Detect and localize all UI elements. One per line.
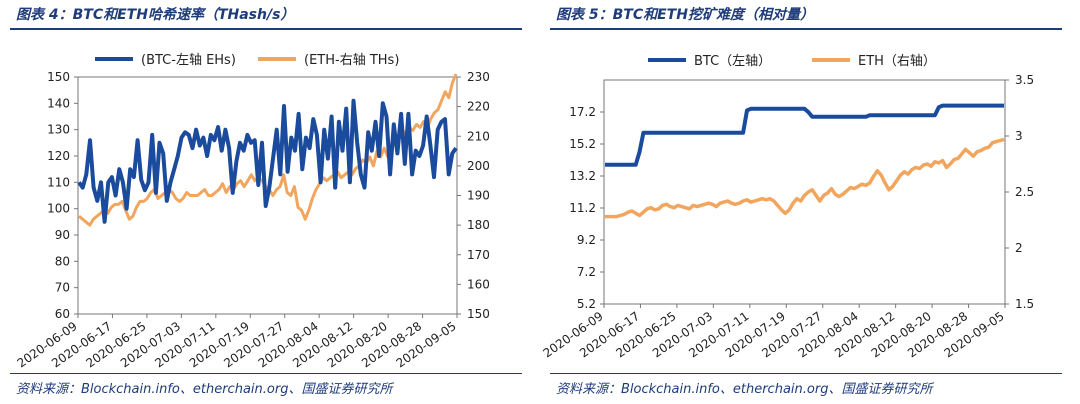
- left-tick-label: 100: [47, 202, 70, 216]
- right-tick-label: 2.5: [1015, 185, 1034, 199]
- right-tick-label: 3.5: [1015, 73, 1034, 87]
- right-tick-label: 3: [1015, 129, 1023, 143]
- plot-frame: [603, 79, 1006, 305]
- left-tick-label: 120: [47, 149, 70, 163]
- left-tick-label: 7.2: [577, 265, 596, 279]
- source-divider: [550, 373, 1062, 374]
- hashrate-chart-panel: 图表 4：BTC和ETH哈希速率（THash/s） 60 70 80 90 100 110…: [10, 7, 522, 397]
- right-tick-label: 160: [467, 277, 490, 291]
- legend-label: (BTC-左轴 EHs): [141, 53, 236, 68]
- left-tick-label: 13.2: [569, 169, 596, 183]
- right-tick-label: 150: [467, 307, 490, 321]
- legend-label: BTC（左轴）: [694, 54, 771, 69]
- left-tick-label: 70: [55, 281, 70, 295]
- source-divider: [10, 373, 522, 374]
- right-tick-label: 170: [467, 248, 490, 262]
- series-line: [605, 137, 1005, 219]
- right-tick-label: 200: [467, 159, 490, 173]
- title-divider: [10, 28, 522, 30]
- series-line: [77, 98, 458, 224]
- left-tick-label: 110: [47, 175, 70, 189]
- series-line: [605, 103, 1004, 167]
- left-tick-label: 140: [47, 96, 70, 110]
- left-tick-label: 9.2: [577, 233, 596, 247]
- chart-title: 图表 4：BTC和ETH哈希速率（THash/s）: [16, 7, 295, 23]
- chart-source: 资料来源：Blockchain.info、etherchain.org、国盛证券…: [556, 382, 933, 397]
- left-tick-label: 90: [55, 228, 70, 242]
- left-tick-label: 5.2: [577, 297, 596, 311]
- right-tick-label: 2: [1015, 241, 1023, 255]
- right-tick-label: 220: [467, 100, 490, 114]
- right-tick-label: 180: [467, 218, 490, 232]
- chart-source: 资料来源：Blockchain.info、etherchain.org、国盛证券…: [16, 382, 393, 397]
- chart-title: 图表 5：BTC和ETH挖矿难度（相对量）: [556, 7, 814, 23]
- difficulty-chart-svg: 5.27.29.211.213.215.217.21.522.533.52020…: [541, 54, 1035, 360]
- left-tick-label: 150: [47, 70, 70, 84]
- right-tick-label: 1.5: [1015, 297, 1034, 311]
- right-tick-label: 210: [467, 129, 490, 143]
- left-tick-label: 80: [55, 254, 70, 268]
- right-tick-label: 190: [467, 189, 490, 203]
- left-tick-label: 60: [55, 307, 70, 321]
- difficulty-chart-panel: 图表 5：BTC和ETH挖矿难度（相对量） 5.2 7.2 9.2 11.2 13.2 1…: [540, 0, 1080, 404]
- left-tick-label: 11.2: [569, 201, 596, 215]
- left-tick-label: 17.2: [569, 105, 596, 119]
- left-tick-label: 130: [47, 123, 70, 137]
- hashrate-chart-svg: 60 70 80 90 100 110 120 130 140 150 150 160 170 180 19…: [15, 53, 490, 370]
- left-tick-label: 15.2: [569, 137, 596, 151]
- legend-label: ETH（右轴）: [858, 54, 936, 69]
- legend-label: (ETH-右轴 THs): [304, 53, 399, 68]
- title-divider: [550, 28, 1062, 30]
- right-tick-label: 230: [467, 70, 490, 84]
